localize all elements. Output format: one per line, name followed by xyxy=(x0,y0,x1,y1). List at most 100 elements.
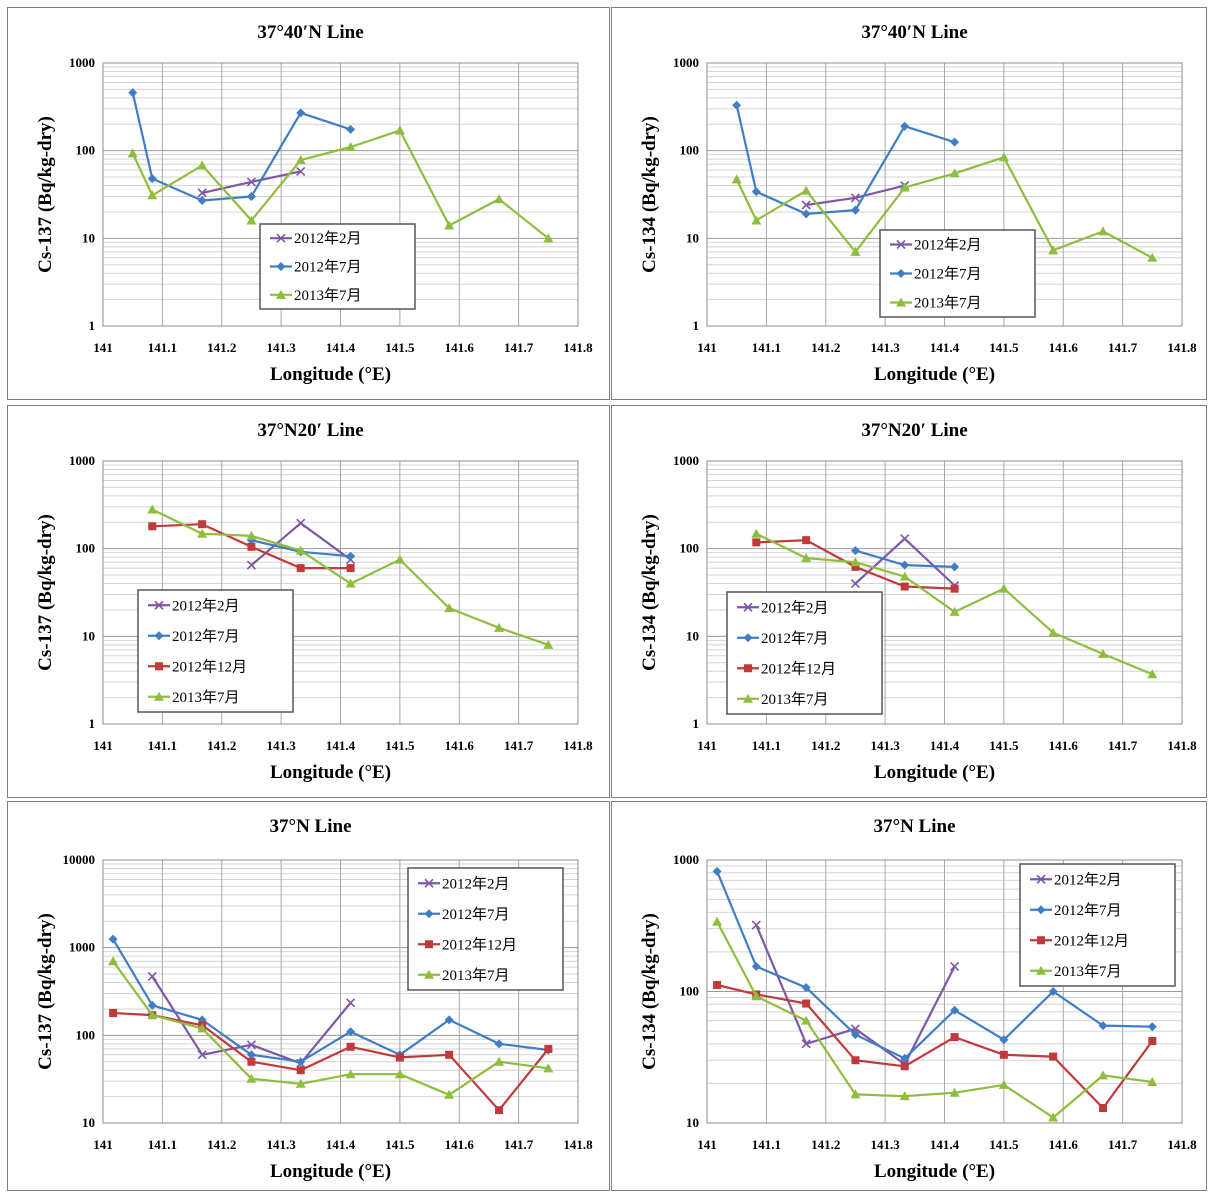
x-tick-label: 141.6 xyxy=(445,340,475,355)
data-point xyxy=(712,916,723,926)
legend-marker xyxy=(896,269,906,278)
data-point xyxy=(801,983,811,993)
data-point xyxy=(147,174,157,184)
x-tick-label: 141.8 xyxy=(563,340,593,355)
x-tick-label: 141.4 xyxy=(930,340,960,355)
data-point xyxy=(712,866,722,876)
legend-entry: 2012年7月 xyxy=(294,259,362,276)
data-point xyxy=(495,1106,504,1115)
data-point xyxy=(998,583,1009,593)
chart-title: 37°40′N Line xyxy=(257,22,363,43)
legend-marker xyxy=(896,297,906,307)
data-point xyxy=(295,1078,306,1088)
data-point xyxy=(1098,648,1109,658)
series-line xyxy=(735,104,955,215)
data-point xyxy=(751,920,761,930)
series-2013年7月 xyxy=(751,528,1158,679)
legend-entry: 2012年12月 xyxy=(442,936,517,953)
x-tick-label: 141.2 xyxy=(207,1137,236,1152)
series-line xyxy=(735,156,1153,259)
data-point xyxy=(850,193,861,203)
x-tick-label: 141.4 xyxy=(326,1137,356,1152)
x-tick-label: 141.6 xyxy=(445,1137,475,1152)
y-tick-label: 100 xyxy=(76,541,96,556)
data-point xyxy=(128,88,138,98)
data-point xyxy=(147,1000,157,1010)
data-point xyxy=(444,603,455,613)
y-tick-label: 10 xyxy=(82,1115,95,1130)
legend-entry: 2013年7月 xyxy=(914,295,982,312)
data-point xyxy=(197,160,208,170)
data-point xyxy=(295,545,306,555)
data-point xyxy=(296,1057,306,1067)
legend-entry: 2012年12月 xyxy=(761,660,836,677)
chart-panel-37n-cs137: 37°N Line 10 100 1000 10000 141 141.1 141.2 141.… xyxy=(7,801,610,1191)
x-tick-label: 141 xyxy=(697,1137,717,1152)
x-tick-label: 141 xyxy=(93,1137,113,1152)
data-point xyxy=(950,584,959,593)
data-point xyxy=(345,578,356,588)
x-tick-label: 141.5 xyxy=(989,738,1019,753)
chart-panel-37n20-cs134: 37°N20′ Line 1 10 100 1000 141 141.1 141.2 141.3… xyxy=(611,405,1207,798)
data-point xyxy=(751,961,761,971)
x-tick-label: 141.8 xyxy=(1167,340,1197,355)
y-tick-label: 1000 xyxy=(673,453,699,468)
data-point xyxy=(900,534,910,544)
data-point xyxy=(801,1015,812,1025)
legend: 2012年2月 2012年7月 2012年12月 2013年7月 xyxy=(137,589,294,713)
data-point xyxy=(444,1015,454,1025)
data-point xyxy=(147,190,158,200)
x-tick-label: 141.7 xyxy=(1108,1137,1138,1152)
chart-title: 37°40′N Line xyxy=(861,22,967,43)
x-tick-label: 141.8 xyxy=(1167,738,1197,753)
series-line xyxy=(131,129,549,240)
data-point xyxy=(900,1053,910,1063)
x-axis-label: Longitude (°E) xyxy=(270,1161,391,1182)
data-point xyxy=(1098,1021,1108,1031)
x-axis-label: Longitude (°E) xyxy=(270,762,391,783)
legend-marker xyxy=(1037,936,1045,945)
legend-marker xyxy=(154,631,164,641)
x-tick-label: 141.7 xyxy=(1108,340,1138,355)
data-point xyxy=(752,538,761,547)
x-tick-label: 141.2 xyxy=(811,738,840,753)
x-tick-label: 141 xyxy=(93,738,113,753)
data-point xyxy=(999,1050,1008,1059)
data-point xyxy=(147,971,157,981)
legend-marker xyxy=(424,909,434,919)
series-2013年7月 xyxy=(147,504,554,649)
chart-svg: 37°N20′ Line 1 10 100 1000 141 141.1 141.2 141.3… xyxy=(35,420,593,783)
x-tick-label: 141.1 xyxy=(752,738,781,753)
legend-entry: 2013年7月 xyxy=(294,287,362,304)
y-tick-label: 1 xyxy=(693,318,700,333)
data-point xyxy=(1147,1077,1158,1087)
x-axis-label: Longitude (°E) xyxy=(270,364,391,385)
data-point xyxy=(197,1050,207,1060)
x-tick-label: 141.7 xyxy=(504,340,534,355)
legend-entry: 2012年7月 xyxy=(761,630,829,647)
x-tick-label: 141.4 xyxy=(930,738,960,753)
plot-border xyxy=(102,460,579,725)
x-tick-label: 141.1 xyxy=(148,1137,177,1152)
y-tick-label: 1 xyxy=(693,716,700,731)
legend-marker xyxy=(424,969,434,979)
y-tick-label: 1000 xyxy=(673,852,699,867)
data-point xyxy=(494,1056,505,1066)
x-tick-label: 141.6 xyxy=(1049,340,1079,355)
legend-entry: 2013年7月 xyxy=(442,967,510,984)
chart-svg: 37°N20′ Line 1 10 100 1000 141 141.1 141.2 141.3… xyxy=(639,420,1197,783)
x-tick-label: 141.3 xyxy=(267,738,297,753)
data-point xyxy=(850,557,861,567)
x-tick-label: 141.3 xyxy=(267,340,297,355)
legend-entry: 2013年7月 xyxy=(172,689,240,706)
data-point xyxy=(494,194,505,204)
data-point xyxy=(494,622,505,632)
y-tick-label: 10 xyxy=(82,230,95,245)
legend-box xyxy=(407,867,564,991)
series-line xyxy=(716,983,1154,1110)
data-point xyxy=(246,177,257,187)
data-point xyxy=(1147,1022,1157,1032)
series-2012年7月 xyxy=(128,88,356,206)
data-point xyxy=(900,560,910,570)
data-point xyxy=(900,1062,909,1071)
